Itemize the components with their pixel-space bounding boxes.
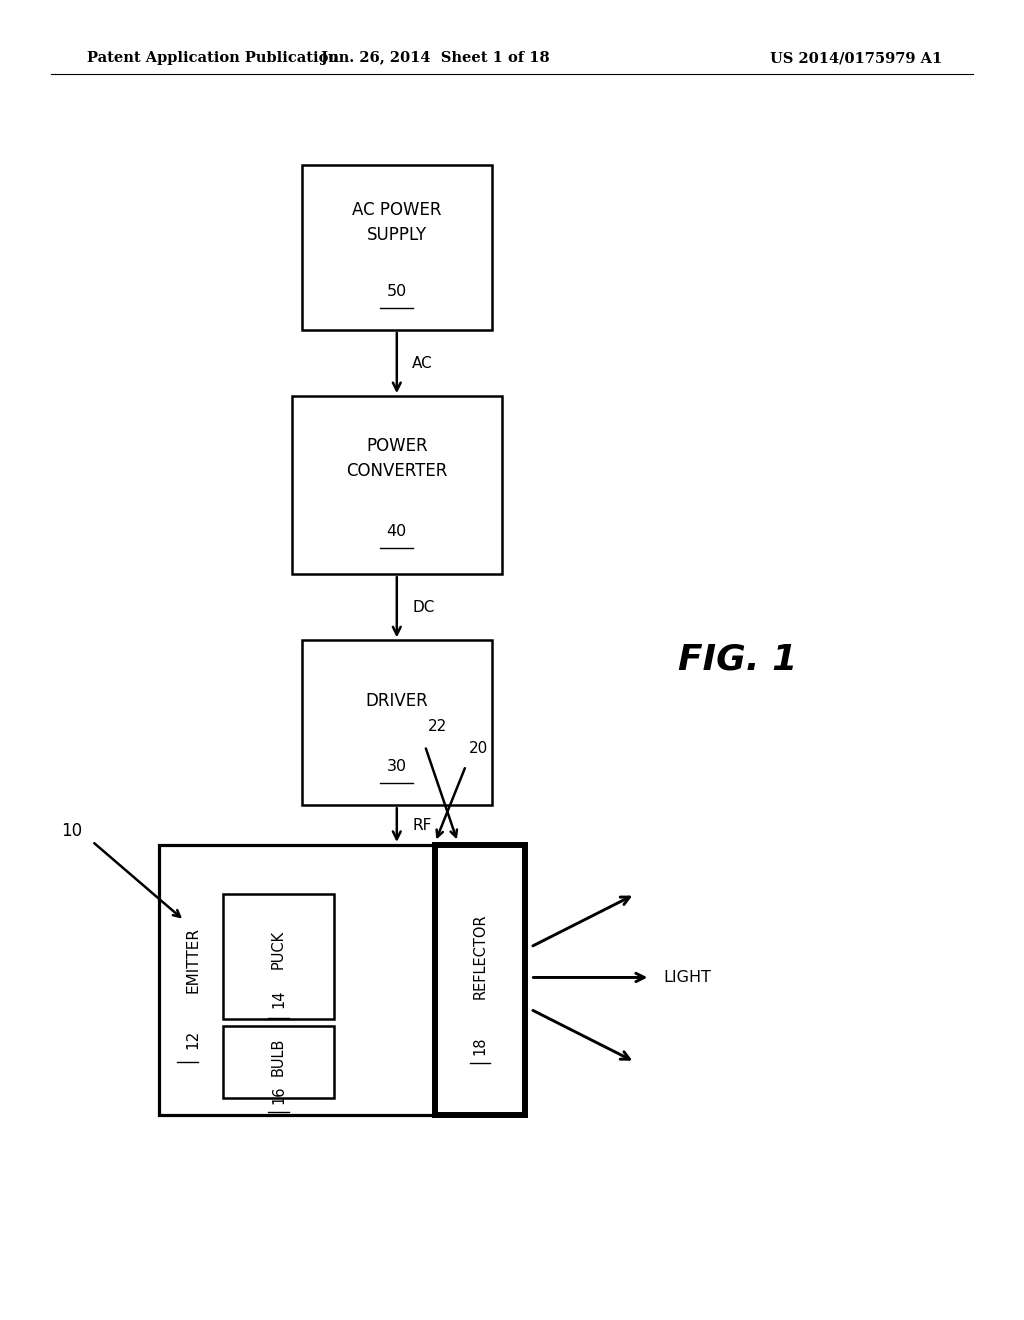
Text: 16: 16 [271,1085,286,1105]
Bar [292,396,502,574]
Text: 10: 10 [60,822,82,840]
Text: 22: 22 [428,718,447,734]
Text: BULB: BULB [271,1038,286,1076]
Text: US 2014/0175979 A1: US 2014/0175979 A1 [770,51,942,65]
Bar [435,845,525,1115]
Text: 12: 12 [185,1030,200,1049]
Text: PUCK: PUCK [271,931,286,969]
Text: RF: RF [412,817,431,833]
Text: 30: 30 [387,759,407,774]
Text: REFLECTOR: REFLECTOR [473,913,487,999]
Text: Jun. 26, 2014  Sheet 1 of 18: Jun. 26, 2014 Sheet 1 of 18 [321,51,550,65]
Text: 18: 18 [473,1036,487,1056]
Text: FIG. 1: FIG. 1 [678,643,797,677]
Bar [159,845,435,1115]
Text: LIGHT: LIGHT [664,970,712,985]
Text: POWER
CONVERTER: POWER CONVERTER [346,437,447,480]
Text: DC: DC [412,599,434,615]
Text: 14: 14 [271,989,286,1008]
Bar [302,640,492,805]
Bar [223,1026,334,1098]
Text: EMITTER: EMITTER [185,927,200,993]
Text: AC: AC [412,355,433,371]
Text: AC POWER
SUPPLY: AC POWER SUPPLY [352,201,441,244]
Text: 20: 20 [469,741,488,756]
Text: 40: 40 [387,524,407,540]
Text: Patent Application Publication: Patent Application Publication [87,51,339,65]
Text: DRIVER: DRIVER [366,692,428,710]
Bar [302,165,492,330]
Text: 50: 50 [387,284,407,298]
Bar [223,894,334,1019]
